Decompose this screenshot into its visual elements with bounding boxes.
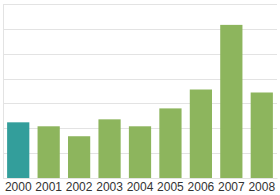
chart: 20002001 20022003 20042005 200620072008: [0, 0, 280, 195]
x-tick: 2006: [188, 178, 215, 194]
x-tick-label: 2000: [5, 180, 32, 194]
bars: [7, 25, 273, 178]
x-tick: 2005: [157, 178, 184, 194]
bar: [68, 136, 90, 178]
grid-line: [3, 4, 277, 5]
x-tick-label: 2002: [66, 180, 93, 194]
x-tick-label: 2003: [96, 180, 123, 194]
bar: [98, 119, 120, 178]
x-axis: 20002001 20022003 20042005 200620072008: [4, 178, 278, 194]
x-tick: 2001: [35, 178, 62, 194]
bar: [7, 122, 29, 178]
x-tick: 2008: [248, 178, 275, 194]
bar: [38, 126, 60, 178]
x-tick-label: 2005: [157, 180, 184, 194]
x-tick-label: 2006: [188, 180, 215, 194]
x-tick-label: 2007: [218, 180, 245, 194]
grid: [3, 5, 277, 179]
x-tick: 2000: [5, 178, 32, 194]
y-axis-line: [3, 5, 4, 179]
y-axis: [3, 5, 5, 179]
x-tick: 2003: [96, 178, 123, 194]
x-tick-label: 2008: [248, 180, 275, 194]
bar: [190, 90, 212, 178]
bar: [159, 108, 181, 178]
x-tick-label: 2004: [127, 180, 154, 194]
x-tick: 2007: [218, 178, 245, 194]
x-tick: 2004: [127, 178, 154, 194]
bar: [220, 25, 242, 178]
plot: 20002001 20022003 20042005 200620072008: [3, 5, 278, 194]
x-tick-label: 2001: [35, 180, 62, 194]
bar: [251, 92, 273, 178]
x-tick: 2002: [66, 178, 93, 194]
bar: [129, 126, 151, 178]
